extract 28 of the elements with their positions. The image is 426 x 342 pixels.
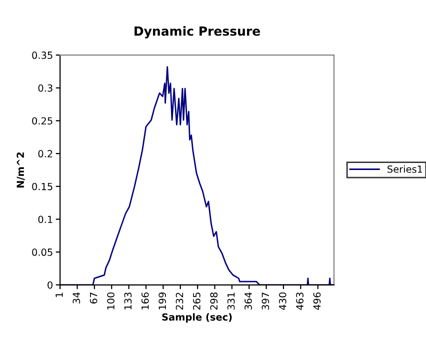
y-tick-label: 0.3	[38, 84, 52, 92]
x-axis-title: Sample (sec)	[162, 313, 232, 323]
y-tick-label: 0.2	[38, 150, 52, 158]
x-tick-label: 166	[141, 292, 149, 310]
y-tick-label: 0.25	[32, 117, 52, 125]
x-tick-label: 199	[158, 292, 166, 310]
x-tick-label: 364	[244, 292, 252, 310]
x-tick-label: 397	[262, 292, 270, 310]
x-tick-label: 430	[278, 292, 286, 310]
x-tick-label: 331	[227, 292, 235, 310]
y-tick-label: 0.1	[38, 216, 52, 224]
legend-label: Series1	[388, 165, 422, 173]
x-tick-label: 265	[193, 292, 200, 310]
x-tick-label: 463	[296, 292, 304, 310]
y-axis-title: N/m^2	[16, 152, 25, 188]
x-tick-label: 1	[56, 292, 63, 297]
x-tick-label: 34	[72, 292, 80, 304]
y-tick-label: 0.15	[32, 182, 52, 190]
chart-title: Dynamic Pressure	[134, 26, 260, 38]
x-tick-label: 232	[176, 292, 184, 310]
x-tick-label: 133	[124, 292, 132, 310]
y-tick-label: 0	[48, 281, 52, 289]
y-tick-label: 0.35	[32, 52, 52, 59]
x-tick-label: 67	[90, 292, 98, 304]
x-tick-label: 100	[107, 292, 114, 310]
x-tick-label: 298	[210, 292, 218, 310]
x-tick-label: 496	[313, 292, 321, 310]
y-tick-label: 0.05	[32, 248, 52, 256]
